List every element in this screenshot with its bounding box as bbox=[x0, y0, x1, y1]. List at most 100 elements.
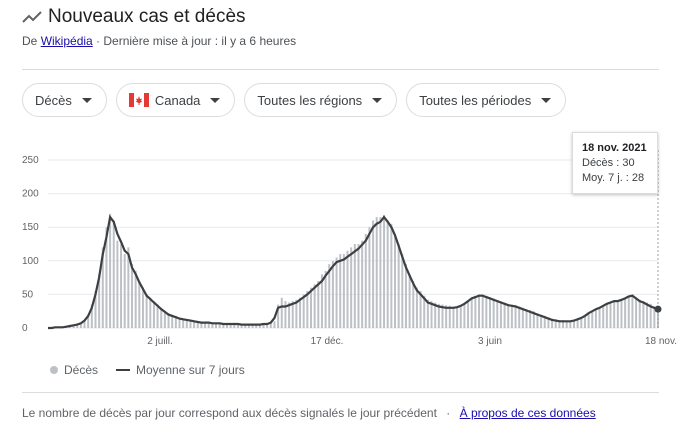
bar bbox=[383, 215, 386, 328]
bar bbox=[244, 323, 247, 328]
bar bbox=[339, 254, 342, 328]
bar bbox=[324, 270, 327, 328]
bar bbox=[98, 274, 101, 328]
bar bbox=[646, 302, 649, 328]
bar bbox=[182, 318, 185, 328]
bar bbox=[295, 299, 298, 328]
bar bbox=[445, 305, 448, 328]
bar bbox=[171, 314, 174, 328]
chevron-down-icon bbox=[541, 97, 552, 103]
region-dropdown[interactable]: Toutes les régions bbox=[244, 83, 398, 117]
bar bbox=[313, 284, 316, 328]
bar bbox=[120, 244, 123, 328]
bar bbox=[551, 318, 554, 328]
bar bbox=[149, 297, 152, 328]
bar bbox=[536, 313, 539, 328]
bar bbox=[90, 304, 93, 328]
bar bbox=[83, 319, 86, 328]
deaths-chart[interactable]: 0 50 100 150 200 250 2 juill. 17 déc. 3 juin 18 n… bbox=[0, 0, 681, 360]
bar bbox=[434, 302, 437, 328]
bar bbox=[649, 303, 652, 328]
bar bbox=[521, 307, 524, 328]
bar bbox=[189, 320, 192, 328]
bar bbox=[390, 223, 393, 328]
bar bbox=[456, 306, 459, 328]
bar bbox=[572, 319, 575, 328]
bar bbox=[569, 320, 572, 328]
bar bbox=[580, 317, 583, 328]
bar bbox=[496, 299, 499, 328]
bar bbox=[488, 297, 491, 328]
bar bbox=[247, 324, 250, 328]
y-tick-label: 50 bbox=[22, 289, 34, 300]
metric-dropdown[interactable]: Décès bbox=[22, 83, 107, 117]
bar bbox=[346, 250, 349, 328]
bar bbox=[320, 274, 323, 328]
bar bbox=[109, 213, 112, 328]
bar bbox=[529, 309, 532, 328]
bar bbox=[397, 244, 400, 328]
bar bbox=[331, 260, 334, 328]
bar bbox=[233, 323, 236, 328]
bar bbox=[379, 217, 382, 328]
bar bbox=[404, 264, 407, 328]
bar bbox=[587, 313, 590, 328]
bar bbox=[631, 294, 634, 328]
bar bbox=[280, 297, 283, 328]
wikipedia-link[interactable]: Wikipédia bbox=[40, 34, 93, 48]
bar bbox=[638, 299, 641, 328]
bar bbox=[101, 247, 104, 328]
bar bbox=[145, 294, 148, 328]
bar bbox=[594, 309, 597, 328]
x-tick-label: 18 nov. bbox=[645, 336, 677, 347]
chevron-down-icon bbox=[210, 97, 221, 103]
bar bbox=[258, 323, 261, 328]
about-data-link[interactable]: À propos de ces données bbox=[459, 406, 596, 420]
bar bbox=[415, 287, 418, 328]
legend-line-swatch bbox=[116, 369, 131, 371]
header: Nouveaux cas et décès bbox=[22, 6, 246, 28]
bar bbox=[342, 254, 345, 328]
metric-dropdown-label: Décès bbox=[35, 92, 72, 108]
tooltip-deaths: Décès : 30 bbox=[582, 157, 635, 169]
bar bbox=[185, 319, 188, 328]
bar bbox=[127, 247, 130, 328]
y-tick-label: 250 bbox=[22, 155, 39, 166]
bar bbox=[211, 323, 214, 328]
bar bbox=[437, 303, 440, 328]
chart-legend: Décès Moyenne sur 7 jours bbox=[50, 363, 245, 377]
bar bbox=[160, 307, 163, 328]
chart-tooltip: 18 nov. 2021 Décès : 30 Moy. 7 j. : 28 bbox=[572, 132, 658, 194]
bar bbox=[105, 227, 108, 328]
bar bbox=[284, 301, 287, 328]
period-dropdown[interactable]: Toutes les périodes bbox=[406, 83, 567, 117]
bar bbox=[306, 291, 309, 328]
bar bbox=[353, 244, 356, 328]
bar bbox=[605, 304, 608, 328]
chevron-down-icon bbox=[372, 97, 383, 103]
hover-point bbox=[654, 305, 662, 313]
bar bbox=[364, 233, 367, 328]
bar bbox=[554, 319, 557, 328]
y-tick-label: 200 bbox=[22, 189, 39, 200]
page-title: Nouveaux cas et décès bbox=[48, 6, 246, 27]
bar bbox=[576, 318, 579, 328]
trending-icon bbox=[22, 11, 42, 23]
bar bbox=[642, 301, 645, 328]
bar bbox=[240, 324, 243, 328]
tooltip-average: Moy. 7 j. : 28 bbox=[582, 172, 645, 184]
bar bbox=[609, 302, 612, 328]
bar bbox=[565, 320, 568, 328]
bar bbox=[196, 321, 199, 328]
bar bbox=[152, 301, 155, 328]
x-tick-label: 17 déc. bbox=[311, 336, 344, 347]
country-dropdown[interactable]: Canada bbox=[115, 83, 236, 117]
bar bbox=[131, 264, 134, 328]
bar bbox=[602, 306, 605, 328]
bar bbox=[317, 280, 320, 328]
x-tick-label: 2 juill. bbox=[147, 336, 173, 347]
bar bbox=[200, 322, 203, 328]
bar bbox=[591, 311, 594, 328]
legend-bar-swatch bbox=[50, 366, 58, 374]
bar bbox=[167, 313, 170, 328]
